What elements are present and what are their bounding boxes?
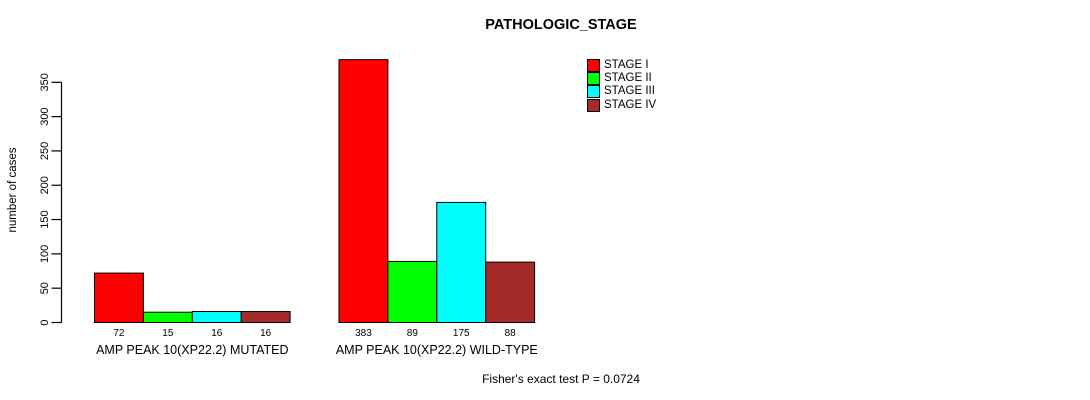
bar-stage-i [338,59,389,324]
y-axis-tick-label: 250 [39,142,51,160]
bar-value-label: 89 [407,328,419,339]
group-label: AMP PEAK 10(XP22.2) WILD-TYPE [336,343,538,357]
legend-swatch-icon [587,72,600,86]
bar-stage-ii [142,311,193,324]
y-axis-tick-label: 100 [39,245,51,263]
y-axis-tick-label: 150 [39,210,51,228]
bar-stage-iii [436,201,487,323]
y-axis-tick-label: 350 [39,73,51,91]
bar-stage-iii [191,311,242,324]
bar-stage-iv [485,261,536,323]
legend-item-stage-iii: STAGE III [587,85,656,99]
y-axis-tick-label: 0 [39,319,51,325]
legend-item-stage-ii: STAGE II [587,72,656,86]
bar-value-label: 88 [505,328,517,339]
legend: STAGE I STAGE II STAGE III STAGE IV [587,59,656,112]
bar-value-label: 72 [113,328,125,339]
y-axis-tick-label: 200 [39,176,51,194]
y-axis-title: number of cases [7,147,19,233]
legend-swatch-icon [587,85,600,99]
legend-label: STAGE IV [604,98,657,111]
bar-value-label: 15 [162,328,174,339]
y-axis-tick-label: 300 [39,107,51,125]
bar-value-label: 175 [453,328,470,339]
chart-title: PATHOLOGIC_STAGE [485,17,637,33]
footnote-fisher-test: Fisher's exact test P = 0.0724 [482,372,640,386]
legend-swatch-icon [587,98,600,112]
bar-value-label: 16 [211,328,223,339]
y-axis-tick-label: 50 [39,282,51,294]
legend-item-stage-iv: STAGE IV [587,98,657,112]
legend-label: STAGE I [604,59,649,72]
legend-label: STAGE III [604,85,655,98]
legend-item-stage-i: STAGE I [587,59,656,73]
bar-stage-iv [240,311,291,324]
legend-label: STAGE II [604,72,652,85]
bar-stage-i [94,272,144,324]
legend-swatch-icon [587,59,600,73]
bar-stage-ii [387,260,438,323]
group-label: AMP PEAK 10(XP22.2) MUTATED [96,343,288,357]
bar-value-label: 383 [355,328,372,339]
bar-value-label: 16 [260,328,272,339]
